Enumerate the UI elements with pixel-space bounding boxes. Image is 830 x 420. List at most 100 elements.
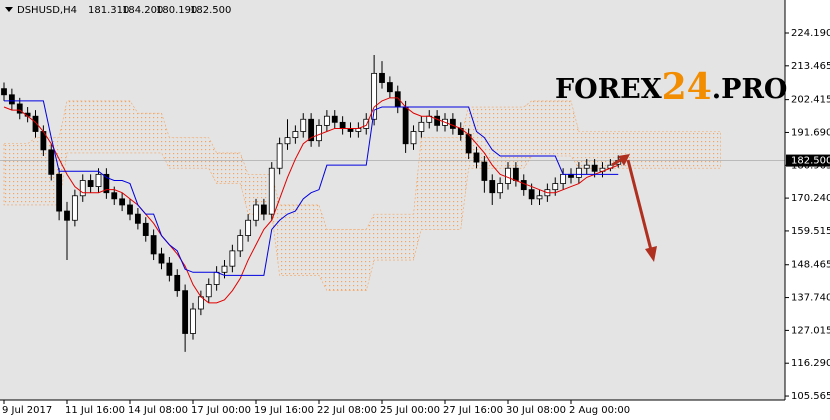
x-tick-label: 2 Aug 00:00 <box>569 405 630 416</box>
y-tick-label: 105.565 <box>791 391 830 402</box>
candle-body <box>1 88 7 96</box>
candle-body <box>591 164 598 172</box>
y-tick-label: 159.515 <box>791 226 830 237</box>
candle-body <box>56 173 63 212</box>
candle-body <box>103 173 110 194</box>
candle-body <box>71 195 78 221</box>
candle-body <box>79 180 86 197</box>
last-price-box <box>786 154 830 167</box>
x-tick-label: 14 Jul 08:00 <box>128 405 188 416</box>
candle-body <box>552 183 559 191</box>
y-tick-label: 224.190 <box>791 28 830 39</box>
candle-body <box>158 253 165 264</box>
candle-body <box>182 290 189 334</box>
candle-body <box>528 189 535 200</box>
y-tick-label: 127.015 <box>791 325 830 336</box>
low-text: 180.190 <box>156 5 197 16</box>
candle-body <box>150 235 157 255</box>
candle-body <box>323 115 330 126</box>
x-tick-label: 27 Jul 16:00 <box>443 405 503 416</box>
y-tick-label: 148.465 <box>791 260 830 271</box>
candle-body <box>166 262 173 276</box>
y-tick-label: 116.290 <box>791 358 830 369</box>
watermark-a: FOREX <box>555 74 662 105</box>
candle-body <box>473 152 480 163</box>
candle-body <box>237 235 244 252</box>
high-text: 184.200 <box>122 5 163 16</box>
candle-body <box>119 198 126 206</box>
candle-body <box>489 180 496 194</box>
y-tick-label: 191.690 <box>791 127 830 138</box>
plot <box>0 54 785 352</box>
last-price-label: 182.500 <box>791 156 830 167</box>
candle-body <box>174 274 181 292</box>
watermark-c: .PRO <box>712 74 788 105</box>
candle-body <box>48 149 55 175</box>
indicator-line <box>3 97 619 304</box>
candle-body <box>308 118 315 142</box>
candle-body <box>111 192 118 200</box>
x-tick-label: 17 Jul 00:00 <box>191 405 251 416</box>
candle-body <box>386 82 393 93</box>
candle-body <box>205 284 212 298</box>
candle-body <box>363 118 370 129</box>
candle-body <box>229 250 236 267</box>
candle-body <box>575 167 582 178</box>
candle-body <box>260 204 267 215</box>
x-tick-label: 25 Jul 00:00 <box>380 405 440 416</box>
candle-body <box>268 167 275 215</box>
candle-body <box>410 131 417 145</box>
y-tick-label: 213.465 <box>791 61 830 72</box>
candle-body <box>512 167 519 181</box>
candle-body <box>127 204 133 215</box>
candle-body <box>583 164 590 169</box>
candle-body <box>134 213 141 224</box>
candle-body <box>221 265 228 273</box>
candle-body <box>481 161 488 181</box>
candle-body <box>276 143 283 169</box>
x-tick-label: 9 Jul 2017 <box>2 405 52 416</box>
plot-background <box>0 0 785 400</box>
x-tick-label: 11 Jul 16:00 <box>65 405 125 416</box>
candle-body <box>95 173 102 187</box>
candle-body <box>284 137 291 145</box>
candle-body <box>190 308 196 334</box>
candle-body <box>434 115 441 126</box>
x-tick-label: 30 Jul 08:00 <box>506 405 566 416</box>
candle-body <box>505 167 511 184</box>
candle-body <box>142 222 149 236</box>
candle-body <box>32 115 39 132</box>
y-tick-label: 202.415 <box>791 95 830 106</box>
symbol: DSHUSD,H4 <box>17 5 77 16</box>
y-tick-label: 170.240 <box>791 193 830 204</box>
candle-body <box>8 94 15 105</box>
candle-body <box>371 72 378 120</box>
forecast-arrow <box>611 154 657 262</box>
candle-body <box>449 118 456 129</box>
candle-body <box>520 180 527 191</box>
candle-body <box>560 173 567 184</box>
open-text: 181.310 <box>88 5 129 16</box>
ichimoku-cloud <box>3 100 721 291</box>
x-tick-label: 19 Jul 16:00 <box>254 405 314 416</box>
candle-body <box>213 271 220 285</box>
candle-body <box>536 195 543 200</box>
indicator-line <box>4 100 619 276</box>
candle-body <box>316 124 322 142</box>
menu-icon <box>5 7 13 12</box>
watermark: FOREX24.PRO <box>555 66 787 108</box>
watermark-b: 24 <box>662 66 712 108</box>
candle-body <box>331 115 338 123</box>
x-tick-label: 22 Jul 08:00 <box>317 405 377 416</box>
candle-body <box>497 183 504 194</box>
candle-body <box>379 72 385 83</box>
candle-body <box>87 180 94 187</box>
candle-body <box>64 210 70 221</box>
candle-body <box>253 204 259 221</box>
candle-body <box>418 121 425 132</box>
candle-body <box>300 118 307 132</box>
candle-body <box>245 219 252 236</box>
y-tick-label: 137.740 <box>791 293 830 304</box>
